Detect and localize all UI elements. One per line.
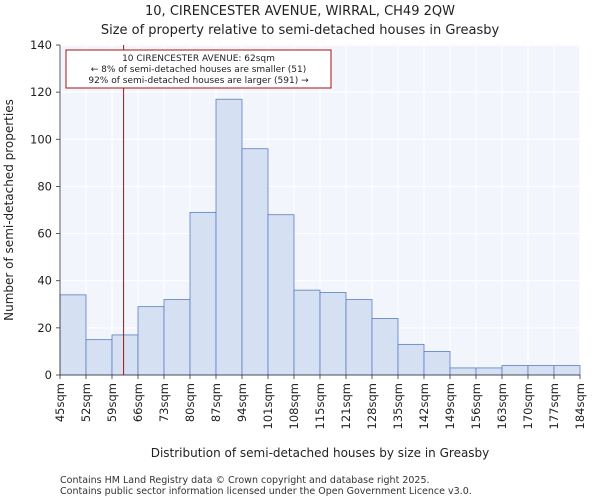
chart-subtitle: Size of property relative to semi-detach… [101,23,500,38]
x-tick-label: 156sqm [469,383,483,429]
bar [189,211,217,376]
bars [59,98,581,376]
x-tick-label: 163sqm [495,383,509,429]
bar [163,299,191,376]
y-tick-label: 20 [37,321,52,335]
y-axis-ticks: 0 20 40 60 80 100 120 140 [30,38,60,382]
bar [475,367,503,376]
annotation-line-1: 10 CIRENCESTER AVENUE: 62sqm [122,54,275,64]
bar [137,306,165,376]
bar [527,365,555,376]
x-axis-ticks: 45sqm 52sqm 59sqm 66sqm 73sqm 80sqm 87sqm 94sqm… [53,375,587,429]
y-tick-label: 60 [37,227,52,241]
bar [449,367,477,376]
bar [59,294,87,376]
bar [371,318,399,376]
bar [553,365,581,376]
bar [111,334,139,376]
x-axis-label: Distribution of semi-detached houses by … [151,446,490,460]
x-tick-label: 115sqm [313,383,327,429]
bar [215,98,243,376]
annotation-line-3: 92% of semi-detached houses are larger (… [88,76,309,86]
x-tick-label: 184sqm [573,383,587,429]
x-tick-label: 73sqm [157,383,171,422]
x-tick-label: 121sqm [339,383,353,429]
x-tick-label: 45sqm [53,383,67,422]
x-tick-label: 80sqm [183,383,197,422]
x-tick-label: 94sqm [235,383,249,422]
annotation-border [65,49,332,89]
bar [345,299,373,376]
bar [397,343,425,376]
x-tick-label: 52sqm [79,383,93,422]
bar [267,214,295,376]
x-tick-label: 135sqm [391,383,405,429]
y-tick-label: 100 [30,132,52,146]
x-tick-label: 149sqm [443,383,457,429]
annotation-box: 10 CIRENCESTER AVENUE: 62sqm ← 8% of sem… [65,49,332,89]
x-tick-label: 170sqm [521,383,535,429]
chart-title: 10, CIRENCESTER AVENUE, WIRRAL, CH49 2QW [145,4,455,19]
x-tick-label: 101sqm [261,383,275,429]
y-tick-label: 80 [37,179,52,193]
bar [319,292,347,376]
y-tick-label: 120 [30,85,52,99]
y-tick-label: 0 [45,368,52,382]
bar [501,365,529,376]
y-axis-label: Number of semi-detached properties [2,99,16,321]
bar [423,351,451,376]
y-tick-label: 140 [30,38,52,52]
y-tick-label: 40 [37,274,52,288]
bar [241,148,269,376]
bar [293,289,321,376]
x-tick-label: 87sqm [209,383,223,422]
footer-line-2: Contains public sector information licen… [60,486,472,497]
bar [85,339,113,376]
x-tick-label: 108sqm [287,383,301,429]
x-tick-label: 177sqm [547,383,561,429]
x-tick-label: 59sqm [105,383,119,422]
x-tick-label: 128sqm [365,383,379,429]
x-tick-label: 66sqm [131,383,145,422]
annotation-line-2: ← 8% of semi-detached houses are smaller… [91,65,307,75]
x-tick-label: 142sqm [417,383,431,429]
footer-line-1: Contains HM Land Registry data © Crown c… [60,475,430,486]
